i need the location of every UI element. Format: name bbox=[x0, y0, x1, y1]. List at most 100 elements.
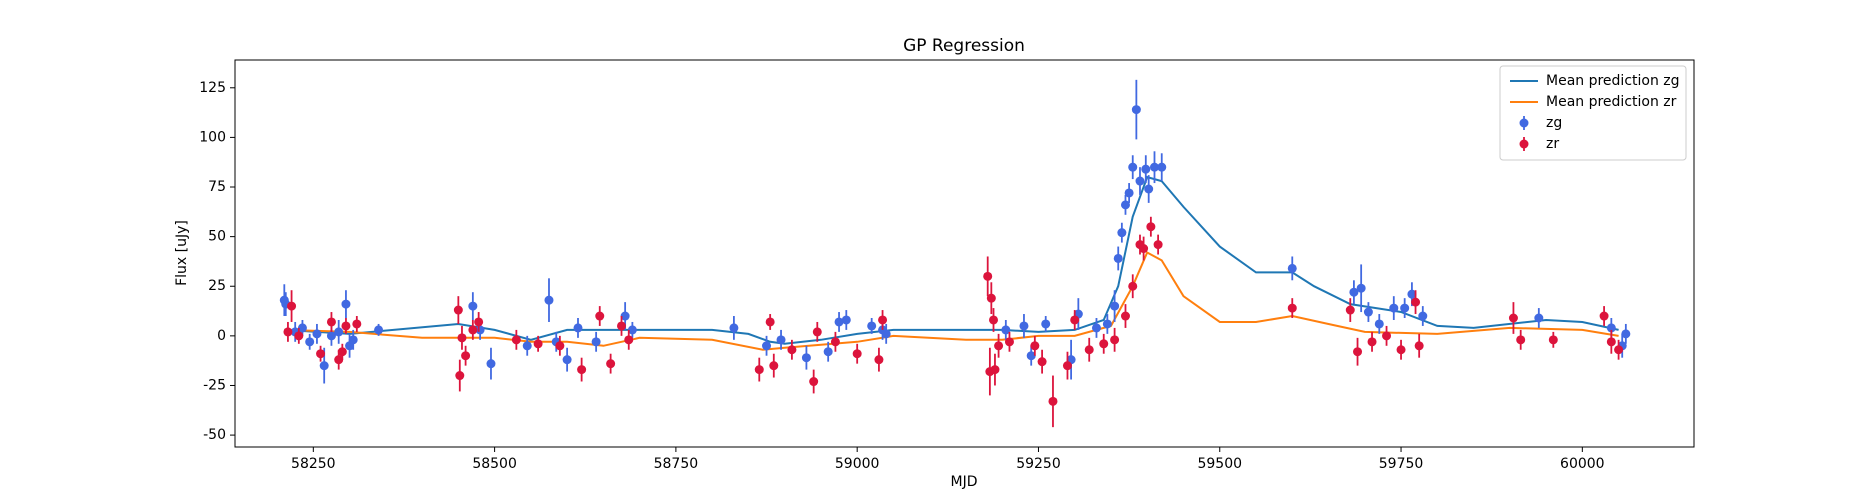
data-point bbox=[1131, 105, 1141, 115]
data-point bbox=[1110, 301, 1120, 311]
data-point bbox=[474, 317, 484, 327]
data-point bbox=[769, 361, 779, 371]
data-point bbox=[1606, 337, 1616, 347]
data-point bbox=[867, 321, 877, 331]
x-tick-label: 59750 bbox=[1379, 456, 1424, 472]
data-point bbox=[1030, 341, 1040, 351]
data-point bbox=[823, 347, 833, 357]
data-point bbox=[1001, 325, 1011, 335]
data-point bbox=[595, 311, 605, 321]
mean-line bbox=[284, 175, 1619, 345]
data-point bbox=[1099, 339, 1109, 349]
data-point bbox=[801, 353, 811, 363]
data-point bbox=[522, 341, 532, 351]
y-tick-label: 25 bbox=[208, 278, 226, 294]
data-point bbox=[1389, 303, 1399, 313]
data-point bbox=[624, 335, 634, 345]
data-point bbox=[287, 301, 297, 311]
data-point bbox=[1621, 329, 1631, 339]
data-point bbox=[352, 319, 362, 329]
data-point bbox=[1534, 313, 1544, 323]
data-point bbox=[455, 371, 465, 381]
data-point bbox=[461, 351, 471, 361]
data-point bbox=[486, 359, 496, 369]
data-point bbox=[1287, 263, 1297, 273]
data-point bbox=[606, 359, 616, 369]
data-point bbox=[1599, 311, 1609, 321]
x-tick-label: 58500 bbox=[472, 456, 517, 472]
data-point bbox=[830, 337, 840, 347]
data-point bbox=[841, 315, 851, 325]
data-point bbox=[294, 331, 304, 341]
x-tick-label: 58750 bbox=[654, 456, 699, 472]
x-tick-label: 59250 bbox=[1016, 456, 1061, 472]
x-tick-label: 59000 bbox=[835, 456, 880, 472]
data-point bbox=[1128, 281, 1138, 291]
data-point bbox=[457, 333, 467, 343]
data-point bbox=[617, 321, 627, 331]
data-point bbox=[1102, 319, 1112, 329]
data-point bbox=[577, 365, 587, 375]
data-point bbox=[1414, 341, 1424, 351]
data-point bbox=[337, 347, 347, 357]
data-point bbox=[776, 335, 786, 345]
data-point bbox=[852, 349, 862, 359]
data-point bbox=[1374, 319, 1384, 329]
data-point bbox=[986, 293, 996, 303]
legend-label: zg bbox=[1546, 115, 1562, 131]
x-tick-label: 58250 bbox=[291, 456, 336, 472]
data-point bbox=[989, 315, 999, 325]
data-point bbox=[326, 331, 336, 341]
data-point bbox=[1606, 323, 1616, 333]
data-point bbox=[834, 317, 844, 327]
data-point bbox=[1113, 253, 1123, 263]
data-point bbox=[620, 311, 630, 321]
data-point bbox=[511, 335, 521, 345]
data-point bbox=[787, 345, 797, 355]
data-point bbox=[1041, 319, 1051, 329]
y-tick-label: 100 bbox=[199, 129, 226, 145]
data-point bbox=[1349, 287, 1359, 297]
data-point bbox=[1382, 331, 1392, 341]
data-point bbox=[591, 337, 601, 347]
data-point bbox=[334, 327, 344, 337]
data-point bbox=[1157, 162, 1167, 172]
data-point bbox=[334, 355, 344, 365]
data-point bbox=[326, 317, 336, 327]
data-point bbox=[729, 323, 739, 333]
data-point bbox=[1019, 321, 1029, 331]
data-point bbox=[1037, 357, 1047, 367]
data-point bbox=[544, 295, 554, 305]
y-axis-label: Flux [uJy] bbox=[174, 220, 190, 286]
data-point bbox=[562, 355, 572, 365]
y-tick-label: 0 bbox=[217, 328, 226, 344]
data-point bbox=[1149, 162, 1159, 172]
data-point bbox=[762, 341, 772, 351]
mean-line bbox=[284, 251, 1619, 351]
data-point bbox=[1048, 396, 1058, 406]
plot-area bbox=[279, 79, 1631, 428]
data-point bbox=[312, 329, 322, 339]
legend-marker bbox=[1519, 118, 1529, 128]
data-point bbox=[1411, 297, 1421, 307]
data-point bbox=[1367, 337, 1377, 347]
data-point bbox=[468, 325, 478, 335]
data-point bbox=[1548, 335, 1558, 345]
data-point bbox=[1120, 200, 1130, 210]
data-point bbox=[1418, 311, 1428, 321]
data-point bbox=[341, 321, 351, 331]
chart-title: GP Regression bbox=[903, 36, 1025, 56]
data-point bbox=[1128, 162, 1138, 172]
data-point bbox=[533, 339, 543, 349]
data-point bbox=[1516, 335, 1526, 345]
data-point bbox=[1091, 323, 1101, 333]
data-point bbox=[1124, 188, 1134, 198]
data-point bbox=[1287, 303, 1297, 313]
data-point bbox=[1363, 307, 1373, 317]
data-point bbox=[874, 355, 884, 365]
data-point bbox=[348, 335, 358, 345]
data-point bbox=[994, 341, 1004, 351]
data-point bbox=[812, 327, 822, 337]
data-point bbox=[1614, 345, 1624, 355]
y-tick-label: -50 bbox=[203, 427, 226, 443]
